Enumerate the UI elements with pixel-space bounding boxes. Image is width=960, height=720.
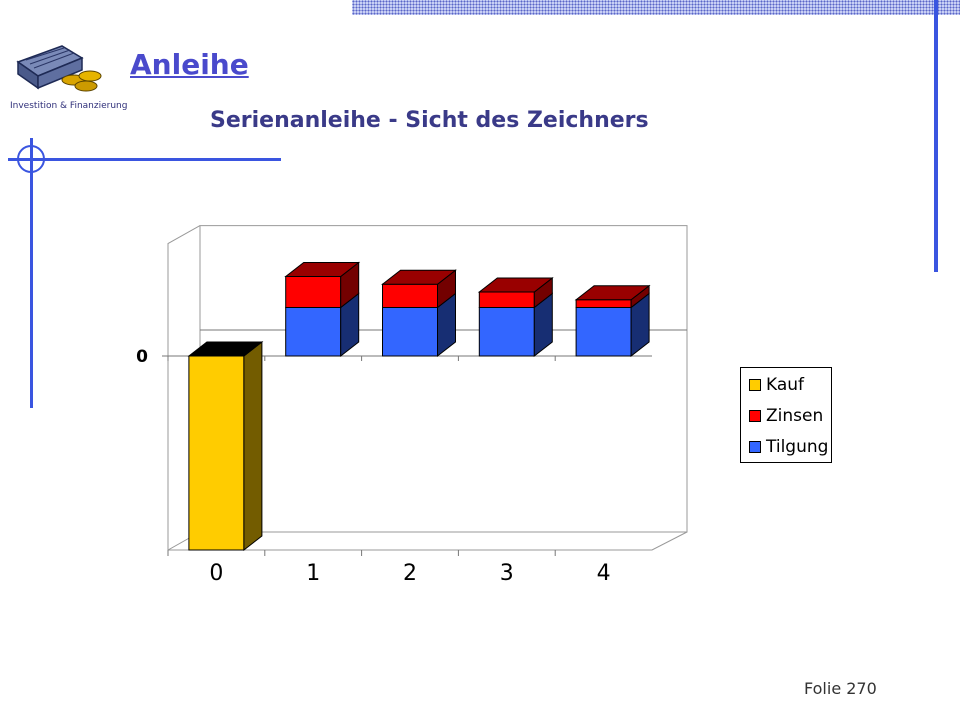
money-logo-icon [16,45,102,92]
bar-tilgung-2-front [382,307,438,357]
bar-kauf-0-top [187,341,264,357]
bar-zinsen-4-front [575,299,632,308]
bar-zinsen-3-front [478,291,535,309]
page-title: Anleihe [130,48,249,81]
left-decorative-line [30,138,33,408]
legend-swatch [749,379,761,391]
stacked-bar-chart: 0 0 1 2 3 4 [136,225,688,586]
bar-zinsen-4-top [574,285,651,301]
chart-floor [168,531,688,551]
decorative-circle [17,145,45,173]
bar-zinsen-2-top [381,269,457,285]
bar-zinsen-1-top [284,261,361,277]
y-tick-label: 0 [136,347,148,367]
bar-tilgung-1-front [285,307,342,357]
bar-zinsen-1-front [285,275,342,308]
legend-item: Zinsen [749,406,823,426]
right-decorative-line [934,0,938,272]
x-tick-label: 3 [500,561,514,586]
bar-zinsen-3-top [477,277,554,293]
bar-zinsen-2-front [382,283,438,309]
legend-item: Kauf [749,375,804,395]
legend-swatch [749,410,761,422]
bar-kauf-0-side [243,340,263,552]
bar-kauf-0-front [188,355,245,551]
chart-side-wall [167,225,201,551]
chart-legend: Kauf Zinsen Tilgung [740,367,832,463]
legend-swatch [749,441,761,453]
legend-label: Zinsen [766,406,824,426]
page-subtitle: Serienanleihe - Sicht des Zeichners [210,108,649,133]
x-tick-label: 0 [209,561,223,586]
left-horizontal-line [8,158,281,161]
logo-caption: Investition & Finanzierung [10,101,128,111]
x-tick-label: 2 [403,561,417,586]
top-decorative-band [352,0,960,15]
legend-item: Tilgung [749,437,828,457]
legend-label: Tilgung [766,437,829,457]
bar-tilgung-3-front [478,307,535,357]
x-tick-label: 1 [306,561,320,586]
slide-number: Folie 270 [804,679,877,698]
bar-tilgung-4-front [575,307,632,357]
x-tick-label: 4 [597,561,611,586]
legend-label: Kauf [766,375,805,395]
